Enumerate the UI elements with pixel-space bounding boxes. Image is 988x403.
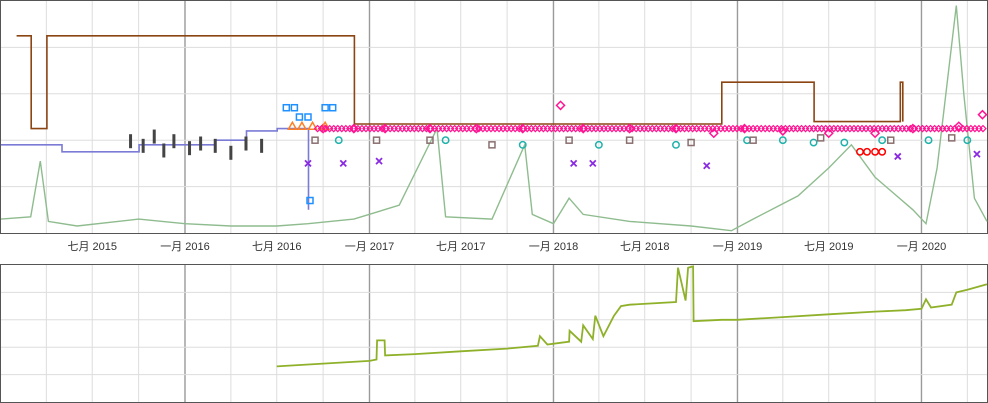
series-teal-point (778, 136, 787, 145)
series-pink-point (555, 100, 566, 111)
series-sky_blue-point (306, 196, 314, 205)
series-pink-band-point (979, 124, 987, 133)
top-panel-x-tick-labels: 七月 2015 一月 2016 七月 2016 一月 2017 七月 2017 一月 20… (67, 240, 946, 253)
series-teal-point (518, 140, 527, 149)
top-panel-frame (0, 0, 988, 234)
series-gray_squares-point (311, 136, 319, 144)
series-dark_bars-bar (141, 138, 145, 153)
series-teal-point (672, 140, 680, 149)
bottom-panel-series (276, 265, 988, 368)
series-gray_squares-point (947, 134, 956, 142)
x-tick-label: 七月 2016 (252, 240, 302, 253)
series-teal-point (594, 140, 603, 149)
series-dark_bars-bar (244, 136, 248, 151)
series-purple_x-point (973, 150, 981, 158)
series-sky_blue-point (290, 103, 299, 112)
series-dark_bars-bar (188, 141, 192, 156)
series-dark_bars-bar (152, 129, 156, 144)
series-purple_x-point (375, 157, 383, 165)
series-purple_x-point (894, 152, 902, 161)
series-teal-point (441, 136, 450, 145)
x-tick-label: 一月 2017 (345, 241, 395, 253)
series-dark_bars-bar (213, 138, 217, 153)
series-orange-point (319, 120, 331, 131)
series-pink-point (953, 121, 964, 132)
series-gray_squares-point (816, 134, 825, 142)
x-tick-label: 一月 2019 (713, 241, 763, 253)
series-gray_squares-point (488, 141, 496, 149)
x-tick-label: 一月 2020 (897, 241, 947, 253)
series-sky_blue-point (295, 113, 304, 121)
x-tick-label: 七月 2018 (620, 240, 670, 253)
series-gray_squares-point (749, 136, 757, 144)
x-tick-label: 七月 2019 (804, 240, 854, 253)
series-volume-line (0, 5, 988, 232)
series-sky_blue-point (304, 113, 312, 121)
series-dark_bars-bar (172, 134, 176, 149)
series-teal-point (878, 136, 887, 145)
series-gray_squares-point (372, 136, 381, 144)
top-panel-grid (1, 1, 987, 233)
series-sky_blue-point (328, 103, 337, 112)
series-purple_x-point (703, 162, 711, 170)
series-gray_squares-point (687, 138, 695, 147)
series-teal-point (963, 136, 972, 145)
x-tick-label: 一月 2016 (160, 241, 210, 253)
series-teal-point (809, 138, 818, 147)
series-dark_bars-bar (229, 145, 233, 160)
series-teal-point (924, 136, 933, 145)
bottom-panel-frame (0, 264, 988, 403)
bottom-panel-grid (1, 265, 987, 402)
series-purple_x-point (304, 159, 312, 168)
series-bottom-line (276, 265, 988, 368)
series-pink-point (777, 125, 788, 136)
x-tick-label: 七月 2017 (436, 240, 486, 253)
series-red_circles-point (863, 147, 871, 156)
series-dark_bars-bar (129, 134, 133, 149)
series-sky_blue-point (282, 103, 291, 112)
series-brown-line (16, 35, 904, 130)
series-dark_bars-bar (162, 143, 166, 158)
series-purple_x-point (570, 159, 578, 168)
series-gray_squares-point (426, 136, 434, 144)
series-purple_x-point (339, 159, 347, 168)
series-purple_x-point (589, 159, 597, 168)
series-dark_bars-bar (260, 138, 264, 153)
x-tick-label: 七月 2015 (67, 240, 117, 253)
series-pink-point (977, 109, 988, 120)
top-panel: 七月 2015 一月 2016 七月 2016 一月 2017 七月 2017 一月 20… (0, 0, 988, 253)
series-orange-point (287, 120, 298, 131)
series-sky_blue-point (321, 103, 329, 112)
series-dark_bars-bar (199, 136, 203, 151)
x-tick-label: 一月 2018 (529, 241, 579, 253)
bottom-panel (0, 264, 988, 403)
series-red_circles-point (878, 147, 887, 156)
series-gray_squares-point (886, 136, 895, 144)
top-panel-series (0, 5, 988, 232)
series-teal-point (334, 136, 343, 145)
series-gray_squares-point (565, 136, 573, 144)
series-gray_squares-point (625, 136, 634, 144)
series-orange-point (307, 120, 318, 131)
series-orange-point (296, 120, 308, 131)
series-teal-point (840, 138, 849, 147)
